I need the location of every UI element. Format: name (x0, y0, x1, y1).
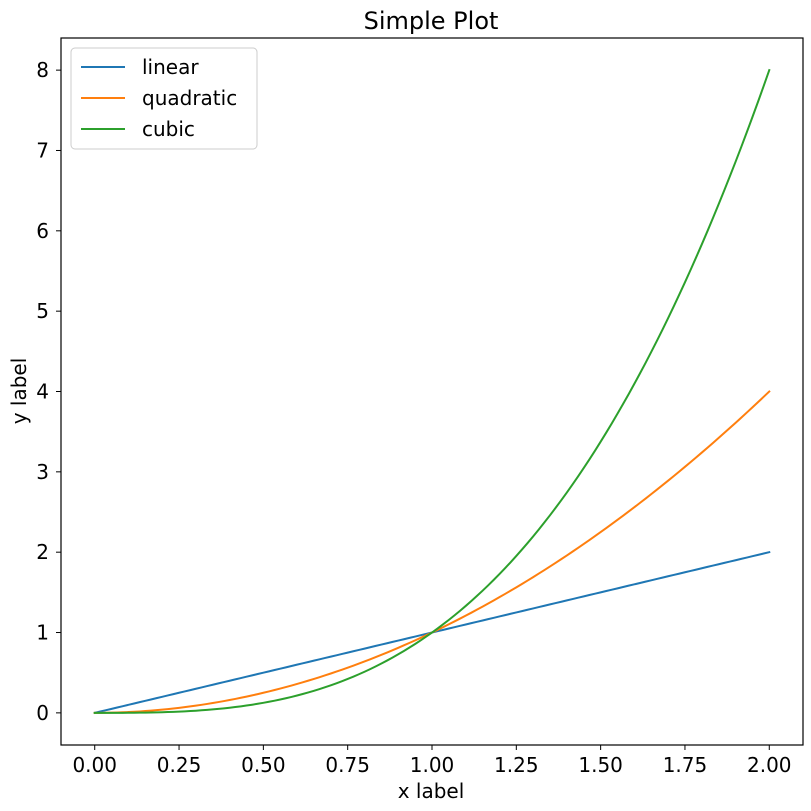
x-tick-label: 2.00 (747, 753, 792, 777)
x-axis-label: x label (398, 779, 465, 803)
y-tick-label: 8 (36, 58, 49, 82)
x-axis-ticks: 0.00 0.25 0.50 0.75 1.00 1.25 1.50 1.75 2.00 (72, 745, 792, 777)
x-tick-label: 0.25 (157, 753, 202, 777)
x-tick-label: 0.00 (72, 753, 117, 777)
series-line-quadratic (93, 390, 771, 714)
legend-box (70, 47, 258, 150)
x-tick-label: 1.25 (494, 753, 539, 777)
y-tick-label: 0 (36, 701, 49, 725)
y-tick-label: 2 (36, 540, 49, 564)
x-tick-label: 1.50 (578, 753, 623, 777)
legend-items: linear quadratic cubic (81, 55, 237, 141)
y-tick-label: 5 (36, 299, 49, 323)
chart-title: Simple Plot (364, 7, 499, 35)
legend-label-linear: linear (142, 55, 199, 79)
y-tick-label: 6 (36, 219, 49, 243)
legend-label-cubic: cubic (142, 117, 195, 141)
y-axis-ticks: 0 1 2 3 4 5 6 7 8 (36, 58, 61, 725)
y-tick-label: 1 (36, 621, 49, 645)
series-line-cubic (93, 68, 771, 714)
legend: linear quadratic cubic (70, 47, 258, 150)
x-tick-label: 0.50 (241, 753, 286, 777)
x-tick-label: 1.75 (663, 753, 708, 777)
y-tick-label: 3 (36, 460, 49, 484)
y-axis-label: y label (7, 358, 31, 425)
y-tick-label: 4 (36, 380, 49, 404)
y-tick-label: 7 (36, 138, 49, 162)
x-tick-label: 1.00 (410, 753, 455, 777)
series-lines (93, 68, 771, 715)
x-tick-label: 0.75 (325, 753, 370, 777)
legend-label-quadratic: quadratic (142, 86, 237, 110)
